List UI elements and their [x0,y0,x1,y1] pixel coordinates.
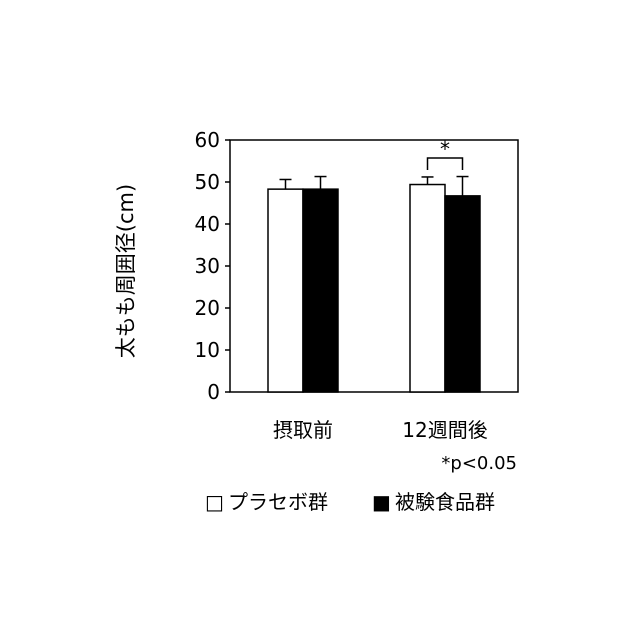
p-value-note: *p<0.05 [441,453,517,474]
significance-marker: * [440,137,450,161]
y-tick-label: 10 [195,338,220,362]
legend-marker-test: ■ [372,490,391,514]
x-tick-label: 摂取前 [273,418,333,442]
legend-marker-placebo: □ [205,490,224,514]
bar-placebo [410,185,445,392]
x-tick-label: 12週間後 [402,418,487,442]
y-axis-label: 太もも周囲径(cm) [114,184,138,358]
bar-test [303,189,338,392]
y-tick-label: 50 [195,170,220,194]
y-tick-label: 20 [195,296,220,320]
bar-test [445,196,480,392]
y-tick-label: 60 [195,128,220,152]
bar-chart: 0 10 20 30 40 50 60 太もも周囲径(cm) 摂取前 12週間後 * *p<0.05 □… [0,0,640,640]
legend-label-test: 被験食品群 [395,490,495,514]
legend-label-placebo: プラセボ群 [228,490,328,514]
y-tick-label: 0 [207,380,220,404]
y-tick-label: 30 [195,254,220,278]
y-tick-label: 40 [195,212,220,236]
bar-placebo [268,189,303,392]
